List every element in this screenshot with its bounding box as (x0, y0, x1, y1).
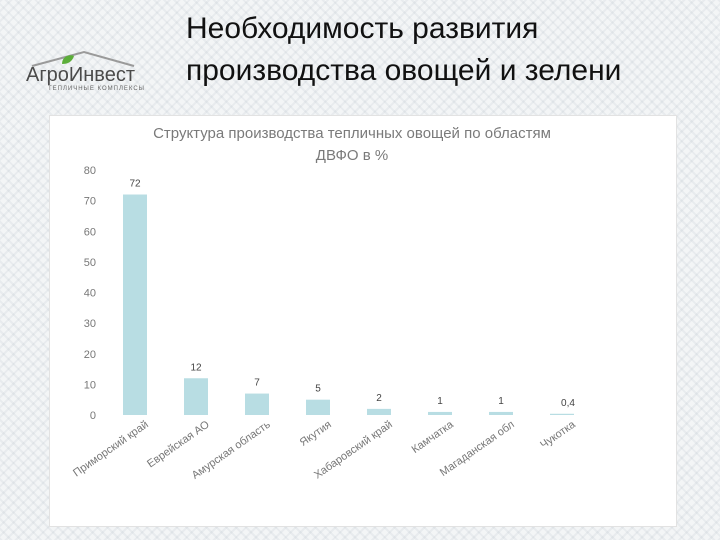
x-tick-label: Чукотка (538, 418, 578, 451)
bar-series: 72 12 7 5 2 1 1 0,4 (123, 179, 575, 415)
data-label: 7 (254, 378, 260, 389)
logo-wordmark: АгроИнвест (26, 64, 135, 87)
chart-panel (50, 116, 676, 526)
y-tick-label: 80 (84, 165, 96, 177)
greenhouse-roof-icon (31, 50, 135, 67)
data-label: 1 (498, 396, 504, 407)
bar (245, 393, 269, 415)
bar (123, 194, 147, 415)
x-tick-label: Камчатка (410, 418, 457, 456)
y-tick-label: 50 (84, 257, 96, 269)
y-tick-label: 30 (84, 318, 96, 330)
chart-title-line-2: ДВФО в % (316, 147, 388, 164)
logo-subtitle: ТЕПЛИЧНЫЕ КОМПЛЕКСЫ (48, 86, 145, 92)
y-tick-label: 40 (84, 288, 96, 300)
data-label: 72 (129, 179, 141, 190)
bar (184, 378, 208, 415)
bar (550, 413, 574, 415)
logo-text-agro: Агро (26, 64, 69, 86)
data-label: 0,4 (561, 398, 575, 409)
data-label: 12 (190, 362, 202, 373)
data-label: 2 (376, 393, 382, 404)
y-tick-label: 60 (84, 226, 96, 238)
y-tick-label: 0 (90, 410, 96, 422)
slide-title-line-2: производства овощей и зелени (186, 54, 622, 87)
data-label: 1 (437, 396, 443, 407)
bar (428, 411, 452, 415)
bar (306, 399, 330, 415)
chart-title-line-1: Структура производства тепличных овощей … (153, 125, 551, 142)
y-tick-label: 20 (84, 349, 96, 361)
slide-title-line-1: Необходимость развития (186, 12, 539, 45)
bar (367, 408, 391, 415)
leaf-icon (62, 55, 74, 64)
y-tick-label: 70 (84, 196, 96, 208)
data-label: 5 (315, 384, 321, 395)
slide-title: Необходимость развития производства овощ… (186, 8, 621, 92)
x-tick-label: Приморский край (71, 419, 151, 480)
bar (489, 411, 513, 415)
logo-text-invest: Инвест (68, 64, 135, 86)
y-tick-label: 10 (84, 379, 96, 391)
x-tick-label: Якутия (298, 419, 334, 449)
company-logo: АгроИнвест ТЕПЛИЧНЫЕ КОМПЛЕКСЫ (22, 48, 152, 98)
y-axis: 0 10 20 30 40 50 60 70 80 (84, 165, 96, 422)
